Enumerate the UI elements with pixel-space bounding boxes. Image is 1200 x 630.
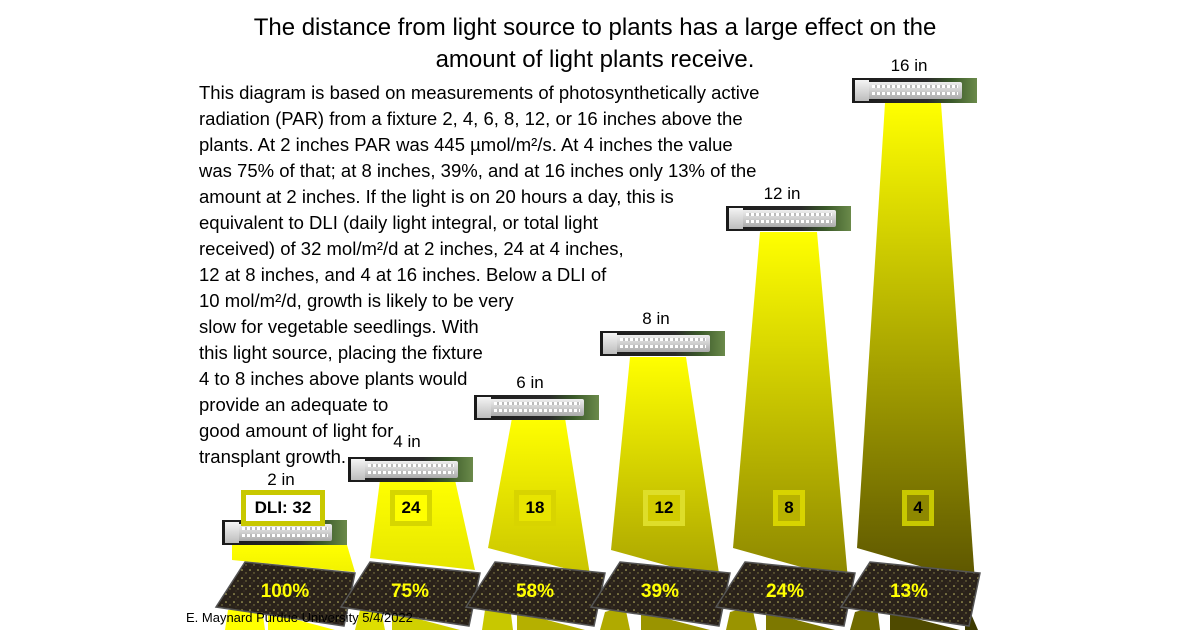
grow-light-fixture-icon <box>348 457 473 482</box>
slide-title: The distance from light source to plants… <box>200 12 990 76</box>
beam-12in <box>733 232 848 580</box>
description-line: provide an adequate to <box>199 394 389 415</box>
title-line-1: The distance from light source to plants… <box>253 14 937 41</box>
beam-8in <box>611 357 720 580</box>
percent-label-4in: 75% <box>390 581 430 602</box>
description-line: amount at 2 inches. If the light is on 2… <box>199 186 674 207</box>
grow-light-fixture-icon <box>852 78 977 103</box>
percent-label-16in: 13% <box>889 581 929 602</box>
percent-label-6in: 58% <box>515 581 555 602</box>
description-line: good amount of light for <box>199 420 394 441</box>
description-line: 12 at 8 inches, and 4 at 16 inches. Belo… <box>199 264 607 285</box>
distance-label-2in: 2 in <box>267 470 295 489</box>
description-line: this light source, placing the fixture <box>199 342 483 363</box>
percent-label-12in: 24% <box>765 581 805 602</box>
description-text: This diagram is based on measurements of… <box>199 80 819 470</box>
description-line: was 75% of that; at 8 inches, 39%, and a… <box>199 160 757 181</box>
grow-light-fixture-icon <box>600 331 725 356</box>
percent-label-8in: 39% <box>640 581 680 602</box>
grow-light-fixture-icon <box>474 395 599 420</box>
dli-badge-2in: DLI: 32 <box>241 490 325 526</box>
description-line: plants. At 2 inches PAR was 445 µmol/m²/… <box>199 134 733 155</box>
description-line: equivalent to DLI (daily light integral,… <box>199 212 598 233</box>
distance-label-8in: 8 in <box>642 309 670 328</box>
distance-label-6in: 6 in <box>516 373 544 392</box>
dli-badge-16in: 4 <box>902 490 934 526</box>
dli-badge-6in: 18 <box>514 490 556 526</box>
beam-16in <box>857 103 975 582</box>
description-line: radiation (PAR) from a fixture 2, 4, 6, … <box>199 108 743 129</box>
distance-label-12in: 12 in <box>763 184 801 203</box>
description-line: received) of 32 mol/m²/d at 2 inches, 24… <box>199 238 624 259</box>
description-line: slow for vegetable seedlings. With <box>199 316 479 337</box>
dli-badge-12in: 8 <box>773 490 805 526</box>
description-line: 10 mol/m²/d, growth is likely to be very <box>199 290 514 311</box>
beam-2in <box>232 545 355 572</box>
distance-label-16in: 16 in <box>890 56 928 75</box>
dli-badge-8in: 12 <box>643 490 685 526</box>
dli-badge-4in: 24 <box>390 490 432 526</box>
description-line: This diagram is based on measurements of… <box>199 82 760 103</box>
distance-label-4in: 4 in <box>393 432 421 451</box>
description-line: transplant growth. <box>199 446 347 467</box>
description-line: 4 to 8 inches above plants would <box>199 368 468 389</box>
percent-label-2in: 100% <box>260 581 310 602</box>
author-credit: E. Maynard Purdue University 5/4/2022 <box>186 610 413 625</box>
grow-light-fixture-icon <box>726 206 851 231</box>
title-line-2: amount of light plants receive. <box>435 46 755 73</box>
